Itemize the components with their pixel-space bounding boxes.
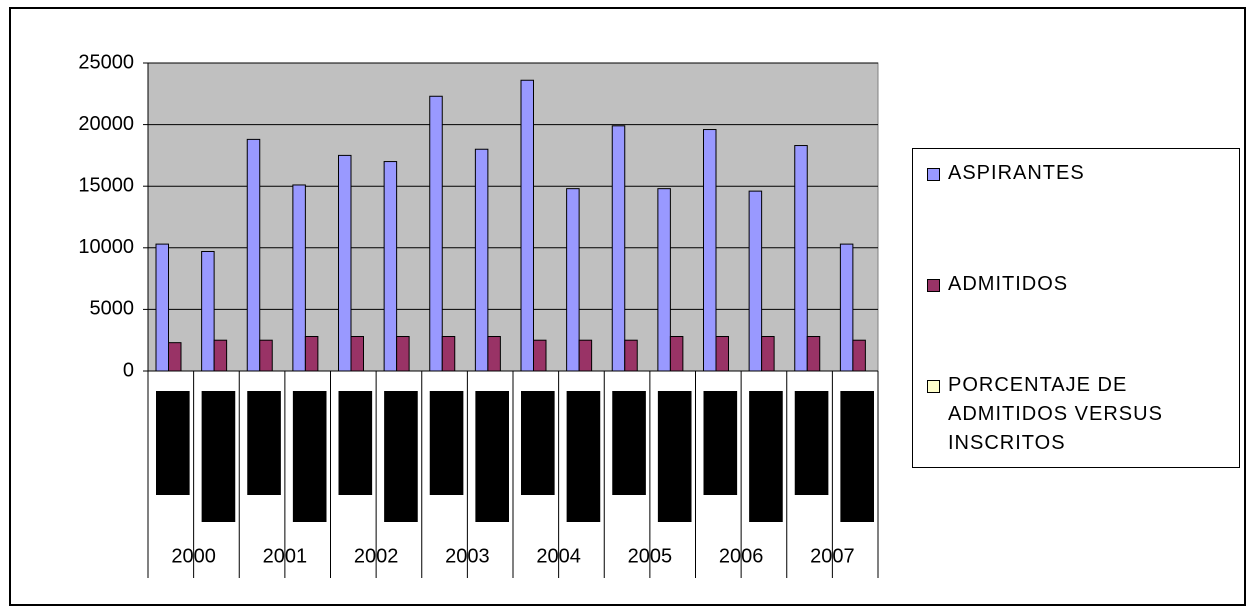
bar — [292, 184, 306, 372]
bar — [304, 336, 319, 372]
category-label-block — [703, 391, 738, 495]
group-label: 2000 — [171, 545, 216, 567]
legend-label: ASPIRANTES — [948, 162, 1085, 184]
category-label-block — [247, 391, 281, 495]
y-tick-label: 25000 — [78, 51, 134, 73]
category-label-block — [521, 391, 555, 495]
group-label: 2007 — [810, 545, 855, 567]
category-label-block — [612, 391, 646, 495]
bar — [338, 154, 352, 372]
y-tick-label: 5000 — [90, 298, 135, 320]
category-label-block — [429, 391, 464, 495]
legend-label: ADMITIDOS — [948, 273, 1069, 295]
bar — [748, 190, 763, 372]
y-tick-label: 15000 — [78, 174, 134, 196]
legend-entry: PORCENTAJE DE ADMITIDOS VERSUS INSCRITOS — [927, 371, 1227, 458]
bar — [429, 95, 443, 372]
category-label-block — [657, 391, 692, 522]
bar — [794, 145, 808, 372]
group-label: 2004 — [536, 545, 581, 567]
bar — [155, 243, 169, 372]
bar — [487, 336, 501, 372]
bar — [703, 129, 717, 372]
legend-swatch — [927, 380, 940, 393]
bar — [852, 339, 866, 372]
bar — [566, 188, 580, 372]
bar — [441, 336, 456, 372]
bar — [259, 339, 273, 372]
bar — [350, 336, 364, 372]
bar — [624, 339, 638, 372]
bar — [715, 336, 729, 372]
bar — [669, 336, 684, 372]
bar — [761, 336, 775, 372]
y-tick-label: 10000 — [78, 236, 134, 258]
category-label-block — [749, 391, 783, 522]
bar — [611, 125, 626, 372]
legend-label: PORCENTAJE DE ADMITIDOS VERSUS INSCRITOS — [948, 374, 1163, 454]
bar — [213, 339, 228, 372]
bar — [474, 148, 489, 372]
bar — [578, 339, 593, 372]
bar — [657, 188, 671, 372]
category-label-block — [292, 391, 327, 522]
legend-entry: ADMITIDOS — [927, 270, 1227, 299]
y-tick-label: 20000 — [78, 113, 134, 135]
bar — [533, 339, 547, 372]
bar — [396, 336, 410, 372]
bar — [383, 161, 398, 372]
legend-swatch — [927, 168, 940, 181]
bar — [246, 138, 261, 372]
bar — [520, 79, 534, 372]
category-label-block — [840, 391, 874, 522]
category-label-block — [156, 391, 190, 495]
legend-swatch — [927, 279, 940, 292]
category-label-block — [201, 391, 236, 522]
bar — [168, 342, 182, 372]
category-label-block — [794, 391, 829, 495]
y-tick-label: 0 — [123, 359, 134, 381]
group-label: 2005 — [628, 545, 673, 567]
legend: ASPIRANTES ADMITIDOS PORCENTAJE DE ADMITID… — [912, 148, 1240, 468]
bar — [839, 243, 854, 372]
group-label: 2006 — [719, 545, 764, 567]
category-label-block — [475, 391, 509, 522]
category-label-block — [384, 391, 418, 522]
bar — [806, 336, 821, 372]
group-label: 2001 — [263, 545, 308, 567]
category-label-block — [338, 391, 373, 495]
group-label: 2002 — [354, 545, 399, 567]
category-label-block — [566, 391, 601, 522]
bar — [201, 250, 215, 372]
legend-entry: ASPIRANTES — [927, 159, 1227, 188]
group-label: 2003 — [445, 545, 490, 567]
